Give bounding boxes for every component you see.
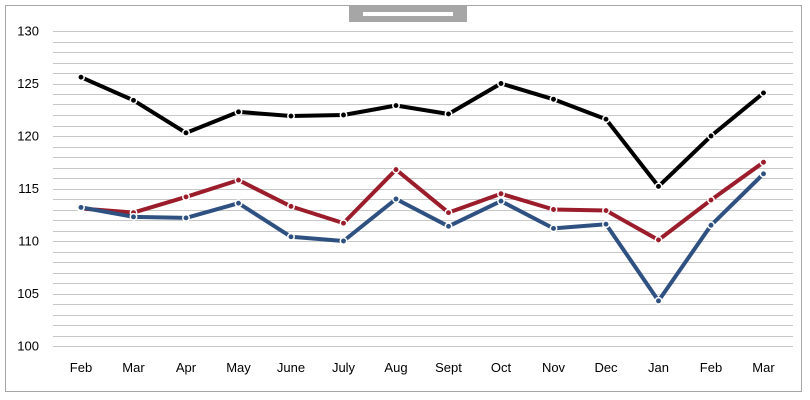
x-tick-label: Mar (122, 360, 145, 375)
chart-title-placeholder (349, 5, 467, 22)
data-point (497, 79, 505, 88)
y-tick-label: 110 (18, 234, 39, 249)
data-point (339, 219, 348, 228)
series-1-line (79, 75, 766, 189)
x-tick-label: May (226, 360, 251, 375)
x-tick-label: Oct (491, 360, 512, 375)
x-tick-label: Aug (384, 360, 407, 375)
data-point (549, 95, 558, 104)
data-point (654, 236, 663, 244)
data-point (287, 202, 295, 211)
data-point (234, 107, 243, 116)
data-point (549, 224, 558, 233)
data-point (602, 206, 610, 215)
data-point (392, 101, 400, 110)
chart-frame (5, 5, 802, 392)
data-point (182, 213, 190, 222)
data-point (759, 158, 768, 167)
plot-area (77, 73, 768, 305)
y-tick-label: 100 (17, 339, 39, 354)
title-placeholder-bar (363, 12, 453, 16)
x-tick-label: Sept (435, 360, 462, 375)
data-point (392, 165, 400, 174)
data-point (182, 128, 190, 137)
x-tick-label: Nov (542, 360, 566, 375)
x-tick-label: June (277, 360, 305, 375)
x-tick-label: Dec (594, 360, 618, 375)
data-point (602, 115, 610, 124)
data-point (444, 110, 453, 118)
data-point (129, 212, 138, 221)
y-tick-label: 115 (18, 181, 39, 196)
y-axis-tick-labels: 100 105 110 115 120 125 130 (17, 24, 39, 354)
data-point (444, 208, 453, 217)
gridlines (53, 31, 793, 347)
data-point (707, 132, 715, 140)
series-3-line (79, 171, 766, 303)
x-tick-label: Feb (700, 360, 722, 375)
y-tick-label: 120 (17, 129, 39, 144)
y-tick-label: 125 (17, 76, 39, 91)
data-point (444, 222, 453, 231)
x-tick-label: Jan (648, 360, 669, 375)
x-tick-label: Feb (70, 360, 92, 375)
data-point (707, 196, 715, 205)
x-tick-label: Mar (752, 360, 775, 375)
x-tick-label: July (332, 360, 356, 375)
data-point (287, 232, 295, 241)
data-point (77, 73, 85, 82)
data-point (759, 169, 768, 178)
data-point (234, 199, 243, 208)
data-point (287, 112, 295, 121)
data-point (339, 111, 348, 119)
data-point (497, 189, 505, 198)
data-point (602, 220, 610, 229)
x-axis-tick-labels: Feb Mar Apr May June July Aug Sept Oct Nov Dec Jan F… (70, 360, 776, 375)
data-point (654, 182, 663, 191)
series-2 (77, 158, 768, 244)
series-3 (77, 169, 768, 305)
data-point (77, 203, 85, 212)
data-point (339, 237, 348, 245)
series-2-line (79, 160, 766, 242)
data-point (234, 176, 243, 185)
data-point (129, 96, 138, 105)
data-point (654, 296, 663, 305)
x-tick-label: Apr (176, 360, 197, 375)
series-1 (77, 73, 768, 191)
data-point (182, 192, 190, 201)
y-tick-label: 130 (17, 24, 39, 39)
data-point (549, 205, 558, 214)
data-point (497, 197, 505, 206)
data-point (392, 195, 400, 203)
data-point (759, 89, 768, 97)
y-tick-label: 105 (17, 286, 39, 301)
data-point (707, 221, 715, 230)
